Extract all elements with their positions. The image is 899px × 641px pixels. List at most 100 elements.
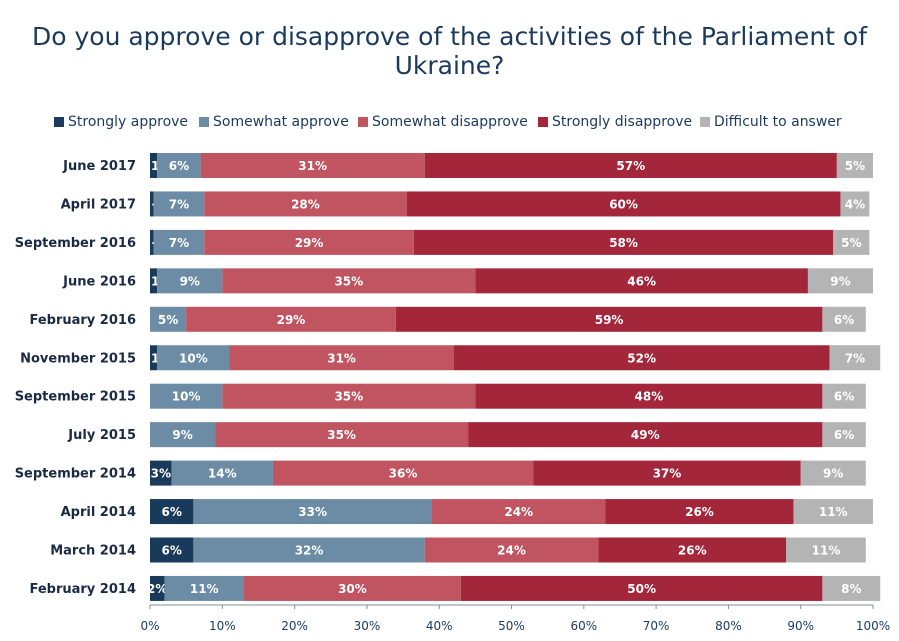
bar-segment	[157, 268, 223, 294]
bar-segment	[157, 345, 230, 371]
data-label: 59%	[595, 313, 624, 327]
legend-item: Difficult to answer	[700, 112, 842, 132]
bar-segment	[186, 306, 396, 332]
data-label: 57%	[616, 159, 645, 173]
legend-label: Somewhat disapprove	[372, 114, 528, 130]
bar-segment	[453, 345, 830, 371]
bar-segment	[150, 229, 154, 255]
category-label: September 2014	[15, 467, 136, 482]
bar-segment	[833, 229, 870, 255]
data-label: 10%	[179, 351, 208, 365]
data-label: 11%	[812, 544, 841, 558]
category-label: November 2015	[20, 351, 136, 366]
bar-segment	[272, 460, 534, 486]
bar-segment	[150, 306, 187, 332]
data-label: 28%	[291, 197, 320, 211]
x-tick-label: 30%	[354, 619, 381, 633]
bar-segment	[215, 422, 469, 448]
bar-segment	[800, 460, 866, 486]
category-label: February 2014	[29, 582, 136, 597]
bar-segment	[807, 268, 873, 294]
bar-segment	[164, 575, 244, 601]
bar-segment	[460, 575, 823, 601]
bar-segment	[598, 537, 787, 563]
bar-segment	[793, 499, 873, 525]
x-tick-label: 0%	[140, 619, 159, 633]
data-label: 26%	[685, 505, 714, 519]
data-label: 24%	[497, 544, 526, 558]
data-label: 6%	[834, 428, 854, 442]
bar-segment	[243, 575, 461, 601]
data-label: 29%	[277, 313, 306, 327]
data-label: 35%	[334, 390, 363, 404]
data-label: 6%	[169, 159, 189, 173]
category-label: September 2015	[15, 390, 136, 405]
data-label: 9%	[172, 428, 192, 442]
bar-segment	[204, 191, 407, 217]
bar-segment	[150, 268, 158, 294]
category-label: April 2017	[61, 197, 136, 212]
data-label: 37%	[653, 467, 682, 481]
data-label: 33%	[298, 505, 327, 519]
data-label: 32%	[295, 544, 324, 558]
data-label: 7%	[845, 351, 865, 365]
data-label: 49%	[631, 428, 660, 442]
category-label: July 2015	[67, 428, 136, 443]
legend-item: Somewhat approve	[199, 112, 349, 132]
legend-item: Somewhat disapprove	[358, 112, 528, 132]
bar-segment	[424, 537, 599, 563]
category-label: March 2014	[50, 544, 136, 559]
data-label: 31%	[298, 159, 327, 173]
category-label: April 2014	[61, 505, 136, 520]
data-label: 10%	[172, 390, 201, 404]
bar-segment	[204, 229, 414, 255]
data-label: 7%	[169, 197, 189, 211]
data-label: 50%	[627, 582, 656, 596]
x-tick-label: 50%	[498, 619, 525, 633]
bar-segment	[200, 153, 425, 178]
bar-segment	[222, 268, 476, 294]
data-label: 9%	[180, 274, 200, 288]
category-label: February 2016	[29, 313, 136, 328]
bar-segment	[153, 191, 205, 217]
bar-segment	[840, 191, 870, 217]
x-tick-label: 20%	[281, 619, 308, 633]
x-tick-label: 60%	[570, 619, 597, 633]
data-label: 52%	[627, 351, 656, 365]
bar-segment	[822, 306, 866, 332]
data-label: 36%	[389, 467, 418, 481]
x-tick-label: 10%	[209, 619, 236, 633]
data-label: 9%	[823, 467, 843, 481]
legend-swatch	[54, 117, 64, 127]
data-label: 30%	[338, 582, 367, 596]
bar-segment	[468, 422, 823, 448]
bar-segment	[605, 499, 794, 525]
data-label: 35%	[327, 428, 356, 442]
legend-swatch	[700, 117, 710, 127]
data-label: 48%	[635, 390, 664, 404]
chart-legend: Strongly approve Somewhat approve Somewhat…	[0, 112, 899, 132]
data-label: 9%	[830, 274, 850, 288]
data-label: 11%	[190, 582, 219, 596]
data-label: 14%	[208, 467, 237, 481]
bar-segment	[150, 383, 223, 409]
data-label: 3%	[151, 467, 171, 481]
data-label: 4%	[845, 197, 865, 211]
data-label: 35%	[334, 274, 363, 288]
data-label: 46%	[627, 274, 656, 288]
data-label: 60%	[609, 197, 638, 211]
bar-segment	[157, 153, 201, 178]
bar-segment	[150, 460, 172, 486]
category-label: June 2016	[62, 274, 136, 289]
data-label: 6%	[834, 313, 854, 327]
bar-segment	[150, 575, 165, 601]
data-label: 8%	[841, 582, 861, 596]
data-label: 6%	[834, 390, 854, 404]
bar-segment	[836, 153, 873, 178]
data-label: 6%	[162, 505, 182, 519]
bar-segment	[822, 383, 866, 409]
legend-item: Strongly disapprove	[538, 112, 692, 132]
bar-segment	[395, 306, 823, 332]
bar-segment	[222, 383, 476, 409]
